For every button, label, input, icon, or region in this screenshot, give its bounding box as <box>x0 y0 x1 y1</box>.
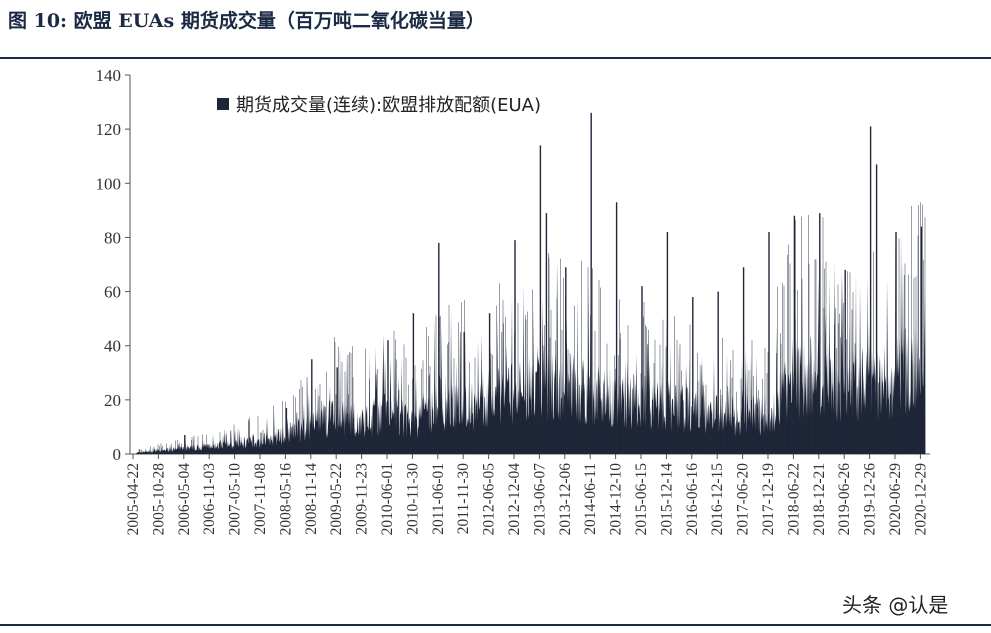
x-tick-label: 2018-06-22 <box>785 463 802 535</box>
x-axis: 2005-04-22 2005-10-28 2006-05-04 2006-11-03… <box>125 453 930 536</box>
x-tick-label: 2013-06-07 <box>531 463 548 536</box>
y-tick-label: 60 <box>104 283 121 302</box>
x-tick-label: 2015-06-15 <box>633 463 650 536</box>
series-volume <box>136 202 926 454</box>
series-thin-bars <box>138 202 926 454</box>
x-tick-label: 2017-06-20 <box>735 463 752 536</box>
x-tick-label: 2010-06-01 <box>379 463 396 535</box>
x-tick-label: 2013-12-06 <box>557 463 574 536</box>
y-tick-label: 80 <box>104 228 121 247</box>
x-tick-label: 2014-12-10 <box>608 463 625 536</box>
series-area <box>136 232 926 454</box>
x-tick-label: 2009-05-22 <box>328 463 345 535</box>
legend: 期货成交量(连续):欧盟排放配额(EUA) <box>217 95 541 116</box>
x-tick-label: 2007-11-08 <box>252 463 269 535</box>
x-tick-label: 2009-11-23 <box>354 463 371 535</box>
legend-label: 期货成交量(连续):欧盟排放配额(EUA) <box>236 95 541 116</box>
legend-swatch <box>217 98 229 110</box>
x-tick-label: 2020-12-29 <box>912 463 929 536</box>
figure-title: 图 10: 欧盟 EUAs 期货成交量（百万吨二氧化碳当量） <box>8 10 485 32</box>
x-tick-label: 2014-06-11 <box>582 463 599 535</box>
y-tick-label: 20 <box>104 391 121 410</box>
y-tick-label: 0 <box>113 445 122 464</box>
x-tick-label: 2020-06-29 <box>887 463 904 536</box>
x-tick-label: 2017-12-19 <box>760 463 777 536</box>
x-tick-label: 2008-05-16 <box>277 463 294 536</box>
x-tick-label: 2016-12-15 <box>709 463 726 536</box>
x-tick-label: 2010-11-30 <box>404 463 421 535</box>
x-tick-label: 2015-12-14 <box>658 463 675 536</box>
x-tick-label: 2011-06-01 <box>430 463 447 535</box>
y-axis: 0 20 40 60 80 100 120 140 <box>96 66 131 464</box>
bottom-rule <box>0 624 991 626</box>
x-tick-label: 2012-06-05 <box>481 463 498 536</box>
y-tick-label: 40 <box>104 337 121 356</box>
x-tick-label: 2011-11-30 <box>455 463 472 534</box>
x-tick-label: 2019-12-26 <box>862 463 879 536</box>
x-tick-label: 2019-06-26 <box>836 463 853 536</box>
x-tick-label: 2012-12-04 <box>506 463 523 536</box>
top-rule <box>0 57 991 59</box>
x-tick-label: 2006-11-03 <box>201 463 218 535</box>
x-tick-label: 2005-04-22 <box>125 463 142 535</box>
y-tick-label: 140 <box>96 66 122 85</box>
x-tick-label: 2008-11-14 <box>303 463 320 535</box>
x-tick-label: 2018-12-21 <box>811 463 828 535</box>
watermark: 头条 @认是 <box>842 593 949 617</box>
volume-spikes <box>184 112 923 454</box>
x-tick-label: 2006-05-04 <box>176 463 193 536</box>
x-tick-label: 2005-10-28 <box>150 463 167 536</box>
x-tick-label: 2016-06-16 <box>684 463 701 536</box>
y-tick-label: 120 <box>96 120 122 139</box>
x-tick-label: 2007-05-10 <box>227 463 244 536</box>
y-tick-label: 100 <box>96 174 122 193</box>
